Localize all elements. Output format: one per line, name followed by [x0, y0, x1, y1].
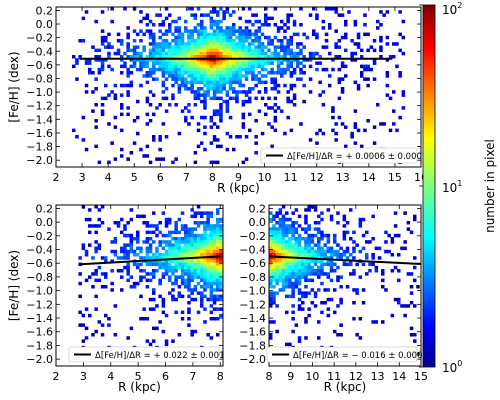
colorbar-label: number in pixel: [483, 139, 497, 233]
y-tick-label: 0.0: [249, 216, 267, 229]
x-axis-label: R (kpc): [118, 380, 161, 394]
colorbar-tick-label-10: 101: [442, 179, 462, 195]
y-tick-label: −1.4: [239, 312, 266, 325]
colorbar: 102 101 100 number in pixel: [419, 1, 497, 375]
y-tick-label: −0.2: [239, 230, 266, 243]
y-tick-label: 0.0: [36, 216, 54, 229]
x-tick-label: 15: [388, 171, 402, 184]
y-tick-label: −0.2: [26, 32, 53, 45]
y-tick-label: −1.8: [239, 339, 266, 352]
y-tick-label: −0.4: [239, 244, 266, 257]
y-tick-label: −1.6: [26, 326, 53, 339]
colorbar-tick-label-1: 100: [442, 359, 462, 375]
y-tick-label: −1.6: [239, 326, 266, 339]
y-tick-label: −1.2: [26, 100, 53, 113]
y-tick-label: 0.2: [249, 202, 267, 215]
x-tick-label: 11: [284, 171, 298, 184]
y-tick-label: 0.0: [36, 18, 54, 31]
plot-area: [56, 205, 223, 366]
y-tick-label: −0.6: [26, 59, 53, 72]
y-tick-label: −0.8: [26, 72, 53, 85]
y-tick-label: −2.0: [239, 353, 266, 366]
y-tick-label: −1.4: [26, 113, 53, 126]
x-tick-label: 7: [189, 370, 196, 383]
x-tick-label: 15: [414, 370, 428, 383]
x-tick-label: 11: [327, 370, 341, 383]
y-tick-label: −1.6: [26, 127, 53, 140]
y-tick-label: −2.0: [26, 353, 53, 366]
colorbar-gradient: [422, 4, 436, 368]
y-tick-label: −0.6: [239, 257, 266, 270]
x-tick-label: 6: [162, 370, 169, 383]
x-tick-label: 13: [371, 370, 385, 383]
bottom-left-panel: 2 3 4 5 6 7 80.20.0−0.2−0.4−0.6−0.8−1.0−1.2−1.…: [7, 202, 224, 394]
x-tick-label: 10: [258, 171, 272, 184]
y-axis-label: [Fe/H] (dex): [7, 51, 21, 122]
bottom-right-panel: 8 9 10 11 12 13 14 15 0.20.0−0.2−0.4−0.6−0.8−1.0…: [239, 202, 428, 394]
y-tick-label: −0.4: [26, 244, 53, 257]
x-tick-label: 10: [305, 370, 319, 383]
y-tick-label: −1.0: [239, 285, 266, 298]
x-tick-label: 14: [392, 370, 406, 383]
y-tick-label: −1.8: [26, 141, 53, 154]
x-tick-label: 6: [157, 171, 164, 184]
x-tick-label: 9: [235, 171, 242, 184]
y-tick-label: −1.0: [26, 86, 53, 99]
x-tick-label: 14: [362, 171, 376, 184]
fit-line: [269, 255, 421, 266]
y-axis-label: [Fe/H] (dex): [7, 250, 21, 321]
x-tick-label: 2: [53, 370, 60, 383]
y-tick-label: −1.4: [26, 312, 53, 325]
y-tick-label: 0.2: [36, 202, 54, 215]
legend: Δ[Fe/H]/ΔR = − 0.016 ± 0.0009: [266, 346, 428, 363]
y-tick-label: −0.6: [26, 257, 53, 270]
x-tick-label: 2: [53, 171, 60, 184]
y-tick-label: −0.2: [26, 230, 53, 243]
x-tick-label: 3: [79, 171, 86, 184]
axes-frame: [268, 204, 422, 367]
x-tick-label: 5: [131, 171, 138, 184]
density-heatmap: [72, 7, 406, 165]
legend-label: Δ[Fe/H]/ΔR = + 0.022 ± 0.001: [95, 351, 224, 361]
y-tick-label: −0.8: [26, 271, 53, 284]
x-tick-label: 7: [183, 171, 190, 184]
legend: Δ[Fe/H]/ΔR = + 0.022 ± 0.001: [68, 346, 224, 363]
x-tick-label: 12: [349, 370, 363, 383]
x-tick-label: 12: [310, 171, 324, 184]
legend-label: Δ[Fe/H]/ΔR = + 0.0006 ± 0.0005: [287, 152, 427, 162]
x-tick-label: 4: [107, 370, 114, 383]
x-axis-label: R (kpc): [324, 380, 367, 394]
y-tick-label: −1.8: [26, 339, 53, 352]
x-tick-label: 5: [135, 370, 142, 383]
y-tick-label: −0.4: [26, 45, 53, 58]
y-tick-label: −2.0: [26, 154, 53, 167]
x-tick-label: 9: [287, 370, 294, 383]
x-tick-label: 4: [105, 171, 112, 184]
y-tick-label: −1.0: [26, 285, 53, 298]
y-tick-label: −1.2: [26, 298, 53, 311]
colorbar-tick-label-100: 102: [442, 1, 462, 17]
top-panel: 2 3 4 5 6 7 8 9 10 11 12 13 14 15 160.20.0−0.2−0.4−0.6…: [7, 4, 428, 195]
legend-label: Δ[Fe/H]/ΔR = − 0.016 ± 0.0009: [293, 351, 428, 361]
x-tick-label: 8: [209, 171, 216, 184]
x-tick-label: 3: [80, 370, 87, 383]
legend: Δ[Fe/H]/ΔR = + 0.0006 ± 0.0005: [260, 147, 427, 164]
y-tick-label: 0.2: [36, 4, 54, 17]
x-tick-label: 8: [217, 370, 224, 383]
y-tick-label: −1.2: [239, 298, 266, 311]
x-axis-label: R (kpc): [217, 181, 260, 195]
x-tick-label: 13: [336, 171, 350, 184]
x-tick-label: 8: [266, 370, 273, 383]
axes-frame: [55, 204, 224, 367]
fit-line: [80, 255, 221, 266]
y-tick-label: −0.8: [239, 271, 266, 284]
